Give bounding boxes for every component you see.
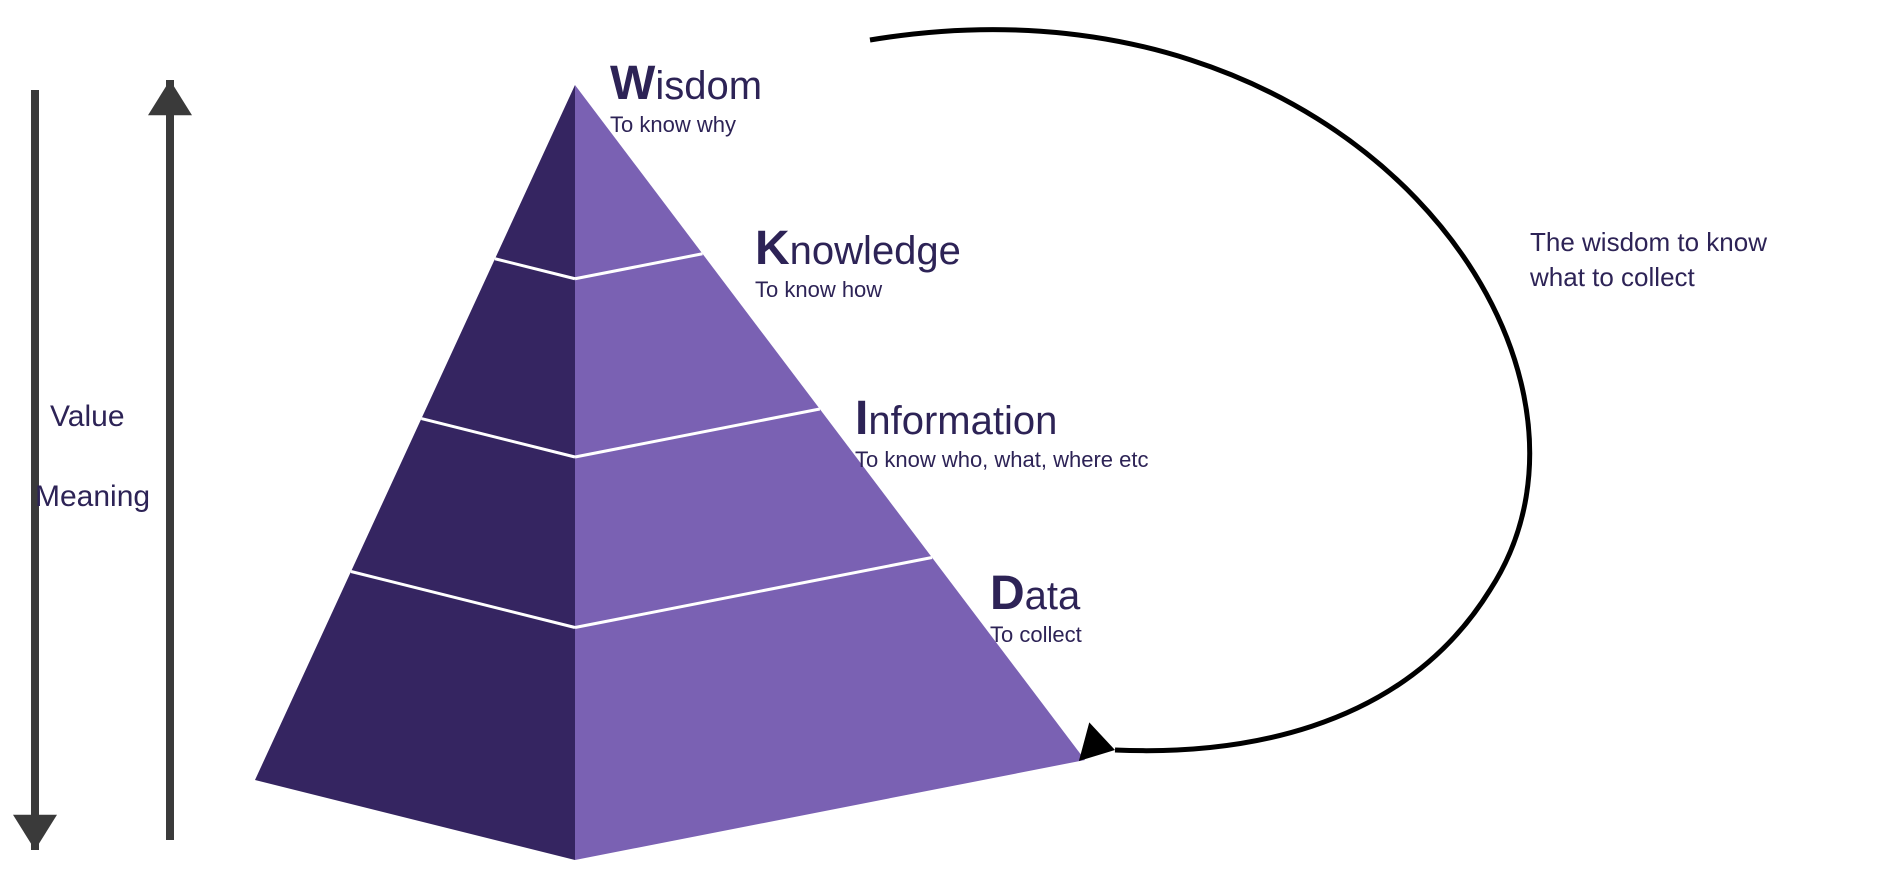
- first-letter: W: [610, 57, 655, 110]
- level-subtitle-wisdom: To know why: [610, 112, 762, 138]
- dikw-pyramid-diagram: Wisdom To know why Knowledge To know how…: [0, 0, 1886, 869]
- level-title-wisdom: Wisdom: [610, 60, 762, 108]
- feedback-line2: what to collect: [1530, 262, 1695, 292]
- level-label-wisdom: Wisdom To know why: [610, 60, 762, 138]
- title-rest: nowledge: [790, 229, 961, 273]
- level-label-knowledge: Knowledge To know how: [755, 225, 961, 303]
- feedback-arrow-label: The wisdom to know what to collect: [1530, 225, 1767, 295]
- axis-label-value: Value: [50, 400, 125, 434]
- level-label-data: Data To collect: [990, 570, 1082, 648]
- level-title-knowledge: Knowledge: [755, 225, 961, 273]
- axis-label-meaning: Meaning: [35, 480, 150, 514]
- title-rest: isdom: [655, 64, 762, 108]
- level-title-data: Data: [990, 570, 1082, 618]
- title-rest: ata: [1025, 574, 1081, 618]
- level-title-information: Information: [855, 395, 1148, 443]
- level-label-information: Information To know who, what, where etc: [855, 395, 1148, 473]
- level-subtitle-knowledge: To know how: [755, 277, 961, 303]
- first-letter: K: [755, 222, 790, 275]
- first-letter: I: [855, 392, 868, 445]
- title-rest: nformation: [868, 399, 1057, 443]
- level-subtitle-data: To collect: [990, 622, 1082, 648]
- feedback-line1: The wisdom to know: [1530, 227, 1767, 257]
- first-letter: D: [990, 567, 1025, 620]
- level-subtitle-information: To know who, what, where etc: [855, 447, 1148, 473]
